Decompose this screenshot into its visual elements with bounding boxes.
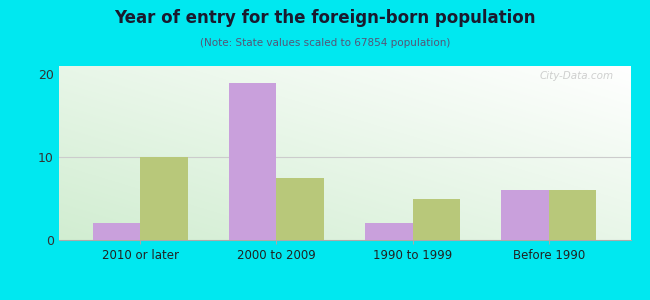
Legend: 67854, Kansas: 67854, Kansas [251, 295, 438, 300]
Bar [365, 224, 413, 240]
Text: City-Data.com: City-Data.com [540, 71, 614, 81]
Bar [413, 199, 460, 240]
Bar [92, 224, 140, 240]
Bar [276, 178, 324, 240]
Text: Year of entry for the foreign-born population: Year of entry for the foreign-born popul… [114, 9, 536, 27]
Bar [229, 82, 276, 240]
Bar [140, 157, 188, 240]
Bar [501, 190, 549, 240]
Bar [549, 190, 597, 240]
Text: (Note: State values scaled to 67854 population): (Note: State values scaled to 67854 popu… [200, 38, 450, 47]
